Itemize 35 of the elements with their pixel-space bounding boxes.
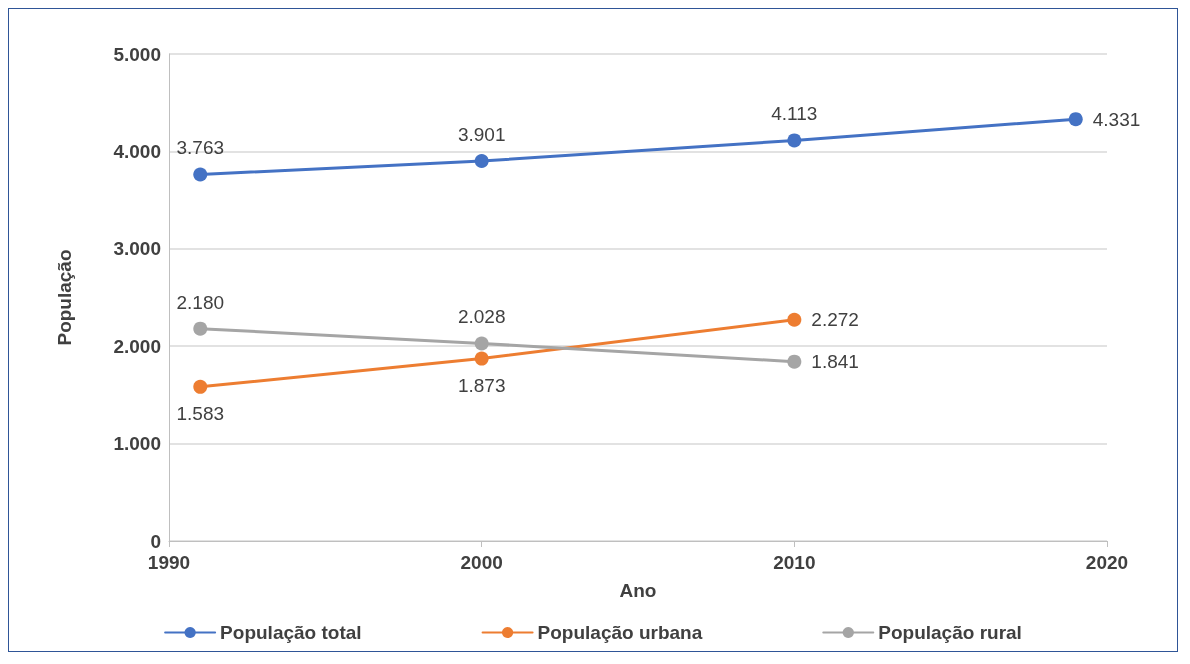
x-axis-title: Ano <box>619 580 657 601</box>
y-tick-label: 0 <box>150 530 161 552</box>
point <box>193 321 208 336</box>
data-label: 2.028 <box>457 306 506 328</box>
point <box>474 351 489 366</box>
y-tick-label: 2.000 <box>113 335 161 357</box>
data-label: 4.113 <box>771 103 818 125</box>
data-label: 3.763 <box>176 137 225 159</box>
data-label: 1.583 <box>176 402 225 424</box>
y-tick-label: 4.000 <box>113 140 161 162</box>
point <box>474 336 489 351</box>
legend-label: População rural <box>878 622 1022 643</box>
x-tick-label: 2000 <box>460 552 503 573</box>
data-label: 1.841 <box>811 351 859 373</box>
point <box>787 133 802 148</box>
y-tick-label: 3.000 <box>113 238 161 260</box>
point <box>1068 112 1083 127</box>
x-tick-label: 2010 <box>773 552 816 573</box>
data-label: 2.180 <box>176 291 225 313</box>
y-axis-title: População <box>54 249 75 346</box>
data-label: 2.272 <box>811 309 859 331</box>
legend-label: População total <box>220 622 362 643</box>
x-tick-label: 1990 <box>147 552 191 573</box>
y-tick-label: 1.000 <box>113 433 161 455</box>
x-tick-label: 2020 <box>1085 552 1129 573</box>
point <box>474 154 489 169</box>
point <box>787 354 802 369</box>
data-label: 1.873 <box>457 374 506 396</box>
data-label: 3.901 <box>457 124 506 146</box>
point <box>193 167 208 182</box>
point <box>787 312 802 327</box>
y-tick-label: 5.000 <box>113 43 161 65</box>
point <box>193 379 208 394</box>
data-label: 4.331 <box>1092 108 1141 130</box>
legend-label: População urbana <box>537 622 703 643</box>
